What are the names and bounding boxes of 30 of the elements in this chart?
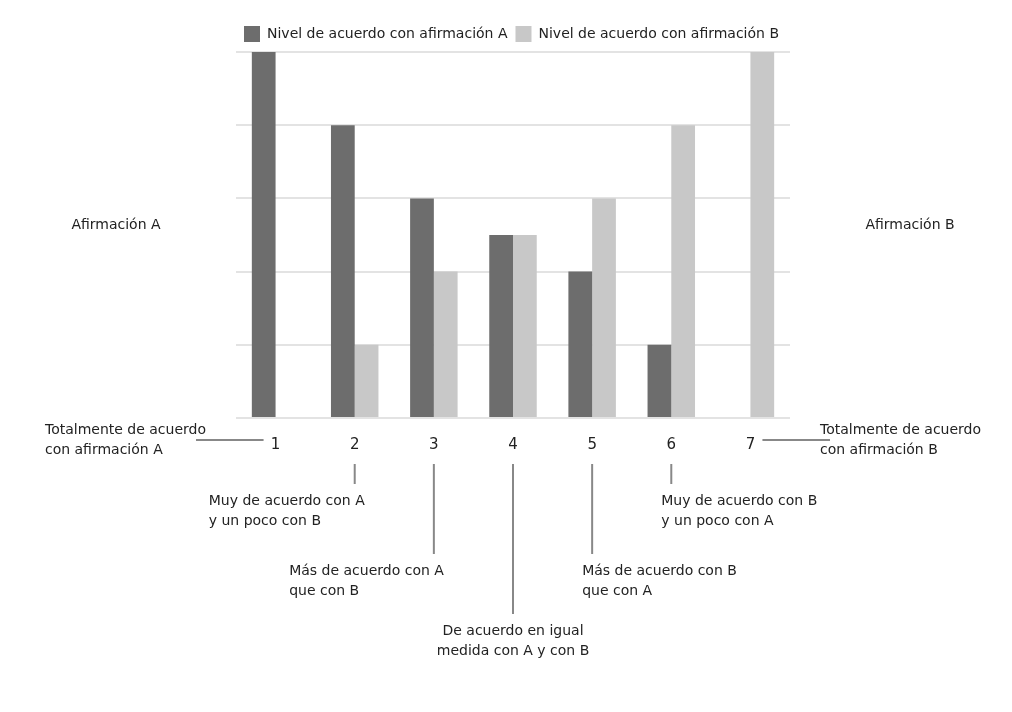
- bar: [647, 344, 672, 417]
- x-tick-label: 7: [745, 434, 756, 453]
- text: Muy de acuerdo con A y un poco con B: [208, 491, 366, 528]
- legend-label: Nivel de acuerdo con afirmación B: [538, 24, 779, 41]
- x-tick-label: 5: [587, 434, 597, 453]
- legend-label: Nivel de acuerdo con afirmación A: [267, 24, 508, 41]
- bar: [568, 271, 593, 417]
- text: Totalmente de acuerdo con afirmación B: [819, 421, 982, 457]
- text: Muy de acuerdo con B y un poco con A: [661, 491, 818, 528]
- bar: [489, 235, 513, 417]
- bar: [433, 271, 458, 417]
- bar: [354, 344, 379, 417]
- text: Más de acuerdo con A que con B: [289, 561, 445, 598]
- bar: [330, 125, 355, 417]
- x-tick-label: 2: [349, 434, 360, 453]
- bar: [410, 198, 434, 417]
- text: Afirmación A: [71, 215, 161, 232]
- bar: [251, 52, 276, 417]
- x-tick-label: 1: [270, 434, 281, 453]
- x-tick-label: 6: [666, 434, 677, 453]
- text: Totalmente de acuerdo con afirmación A: [43, 421, 207, 457]
- text: Más de acuerdo con B que con A: [582, 561, 737, 598]
- text: Afirmación B: [865, 215, 955, 232]
- bar: [513, 235, 537, 417]
- bar: [750, 52, 775, 417]
- bar: [671, 125, 696, 417]
- bar: [592, 198, 616, 417]
- x-tick-label: 4: [508, 434, 518, 453]
- text: De acuerdo en igual medida con A y con B: [436, 621, 590, 658]
- x-tick-label: 3: [429, 434, 439, 453]
